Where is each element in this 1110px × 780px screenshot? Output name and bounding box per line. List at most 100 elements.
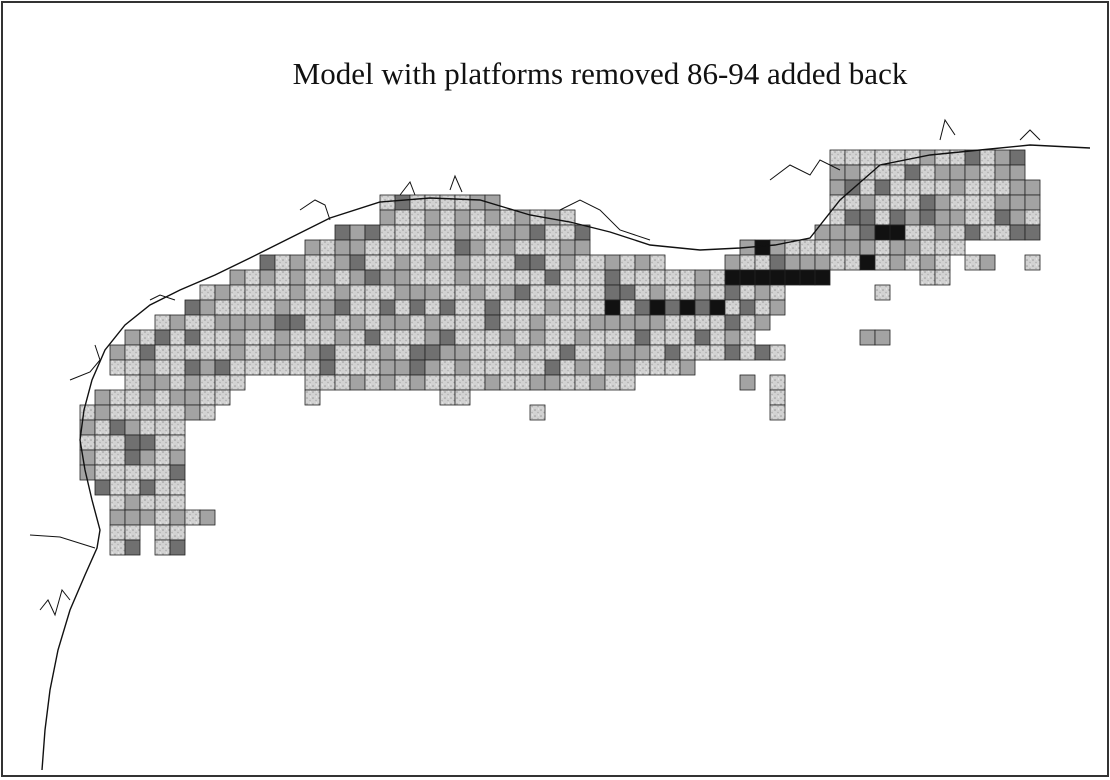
grid-cell — [214, 299, 231, 316]
grid-cell — [454, 194, 471, 211]
grid-cell — [439, 374, 456, 391]
grid-cell — [454, 224, 471, 241]
grid-cell — [604, 269, 621, 286]
grid-cell — [94, 434, 111, 451]
grid-cell — [934, 179, 951, 196]
grid-cell — [109, 539, 126, 556]
grid-cell — [559, 299, 576, 316]
grid-cell — [829, 164, 846, 181]
grid-cell — [439, 239, 456, 256]
grid-cell — [919, 224, 936, 241]
grid-cell — [499, 284, 516, 301]
grid-cell — [154, 419, 171, 436]
grid-cell — [109, 509, 126, 526]
grid-cell — [199, 374, 216, 391]
grid-cell — [214, 344, 231, 361]
grid-cell — [724, 314, 741, 331]
grid-cell — [409, 194, 426, 211]
grid-cell — [289, 329, 306, 346]
grid-cell — [559, 374, 576, 391]
grid-cell — [1009, 224, 1026, 241]
grid-cell — [754, 269, 771, 286]
grid-cell — [484, 374, 501, 391]
grid-cell — [619, 269, 636, 286]
grid-cell — [169, 344, 186, 361]
grid-cell — [154, 404, 171, 421]
grid-cell — [424, 329, 441, 346]
grid-cell — [154, 449, 171, 466]
grid-cell — [889, 164, 906, 181]
grid-cell — [394, 329, 411, 346]
grid-cell — [379, 344, 396, 361]
grid-cell — [484, 299, 501, 316]
grid-cell — [184, 359, 201, 376]
grid-cell — [919, 164, 936, 181]
grid-cell — [979, 224, 996, 241]
grid-cell — [799, 269, 816, 286]
grid-cell — [679, 359, 696, 376]
grid-cell — [154, 359, 171, 376]
grid-cell — [259, 329, 276, 346]
grid-cell — [244, 299, 261, 316]
grid-cell — [319, 299, 336, 316]
grid-cell — [199, 404, 216, 421]
grid-cell — [859, 329, 876, 346]
grid-cell — [409, 254, 426, 271]
grid-cell — [949, 224, 966, 241]
grid-cell — [364, 374, 381, 391]
grid-cell — [319, 374, 336, 391]
grid-cell — [964, 224, 981, 241]
grid-cell — [379, 374, 396, 391]
grid-cell — [769, 389, 786, 406]
grid-cell — [154, 479, 171, 496]
grid-cell — [454, 269, 471, 286]
grid-cell — [364, 344, 381, 361]
grid-cell — [439, 359, 456, 376]
grid-cell — [184, 329, 201, 346]
grid-cell — [379, 329, 396, 346]
grid-cell — [184, 404, 201, 421]
grid-cell — [244, 329, 261, 346]
grid-cell — [169, 539, 186, 556]
grid-cell — [364, 224, 381, 241]
grid-cell — [109, 449, 126, 466]
grid-cell — [334, 284, 351, 301]
grid-cell — [244, 359, 261, 376]
grid-cell — [424, 344, 441, 361]
grid-cell — [799, 239, 816, 256]
grid-cell — [289, 359, 306, 376]
grid-cell — [394, 194, 411, 211]
grid-cell — [619, 344, 636, 361]
grid-cell — [1009, 209, 1026, 226]
grid-cell — [739, 269, 756, 286]
grid-cell — [679, 344, 696, 361]
grid-cell — [469, 224, 486, 241]
grid-cell — [964, 164, 981, 181]
grid-cell — [979, 209, 996, 226]
grid-cell — [664, 344, 681, 361]
grid-cell — [769, 299, 786, 316]
grid-cell — [184, 509, 201, 526]
grid-cell — [574, 374, 591, 391]
grid-cell — [229, 284, 246, 301]
grid-cell — [424, 314, 441, 331]
grid-cell — [559, 314, 576, 331]
grid-cell — [559, 269, 576, 286]
grid-cell — [364, 299, 381, 316]
grid-cell — [184, 299, 201, 316]
grid-cell — [319, 239, 336, 256]
grid-cell — [409, 284, 426, 301]
grid-cell — [394, 299, 411, 316]
grid-cell — [499, 299, 516, 316]
grid-cell — [559, 254, 576, 271]
grid-cell — [934, 164, 951, 181]
grid-cell — [724, 269, 741, 286]
grid-cell — [169, 509, 186, 526]
grid-cell — [664, 299, 681, 316]
grid-cell — [724, 284, 741, 301]
grid-cell — [199, 389, 216, 406]
grid-cell — [109, 494, 126, 511]
grid-cell — [424, 359, 441, 376]
grid-cell — [724, 254, 741, 271]
